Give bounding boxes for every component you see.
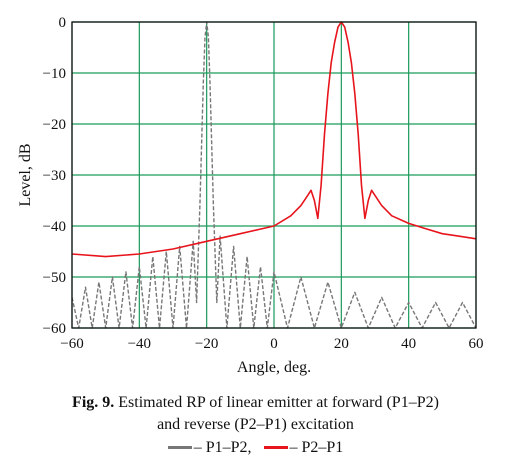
figure-caption-line2: and reverse (P2–P1) excitation [0,414,511,435]
y-tick-label: −40 [43,219,66,235]
x-tick-label: 40 [401,336,416,352]
x-tick-label: −60 [60,336,83,352]
y-tick-label: −20 [43,117,66,133]
series-line-p2p1 [71,21,477,258]
chart: −60 −40 −20 0 20 40 60 0 −10 −20 −30 −40 −50 −60 Angl… [17,15,484,376]
grid [71,21,477,329]
x-tick-label: 20 [334,336,349,352]
legend-swatch-p2p1 [263,445,288,449]
y-tick-label: −60 [43,321,66,337]
plot-frame [71,21,477,329]
x-tick-label: −20 [195,336,218,352]
y-tick-label: −50 [43,270,66,286]
legend: – P1–P2, – P2–P1 [0,437,511,458]
caption-text-2: and reverse (P2–P1) excitation [157,416,354,433]
legend-label-p2p1: – P2–P1 [289,439,344,456]
figure-label: Fig. 9. [72,394,115,411]
x-tick-label: 0 [270,336,278,352]
y-tick-label: 0 [59,15,67,31]
caption-text-1: Estimated RP of linear emitter at forwar… [118,394,439,411]
series-layer [71,21,477,329]
legend-swatch-p1p2 [167,445,192,449]
x-axis-title: Angle, deg. [237,359,311,376]
series-line-p1p2 [71,21,477,329]
tick-labels: −60 −40 −20 0 20 40 60 0 −10 −20 −30 −40 −50 −60 [43,15,484,352]
figure-caption-line1: Fig. 9. Estimated RP of linear emitter a… [0,392,511,413]
x-tick-label: 60 [469,336,484,352]
y-axis-title: Level, dB [17,143,34,206]
x-tick-label: −40 [128,336,151,352]
y-tick-label: −10 [43,66,66,82]
legend-label-p1p2: – P1–P2, [193,439,252,456]
y-tick-label: −30 [43,168,66,184]
